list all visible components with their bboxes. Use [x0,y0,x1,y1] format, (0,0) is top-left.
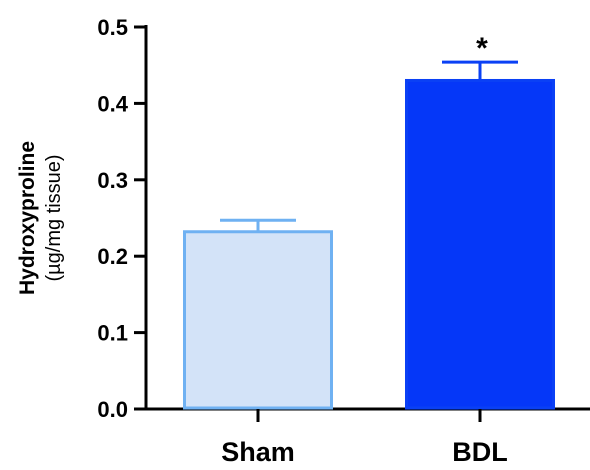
y-tick-label: 0.2 [97,244,128,269]
bar-bdl [405,78,555,410]
y-tick-label: 0.3 [97,168,128,193]
y-axis-title: Hydroxyproline (µg/mg tissue) [16,141,65,295]
y-tick-label: 0.1 [97,321,128,346]
error-bars [220,60,518,232]
y-axis-ticks: 0.0 0.1 0.2 0.3 0.4 0.5 [97,15,146,422]
y-axis-label: Hydroxyproline [16,141,39,295]
significance-marker: * [476,32,488,65]
bars [183,78,555,410]
x-category-label: BDL [452,437,508,467]
annotations: * [476,32,488,65]
bar-sham [183,230,333,410]
y-tick-label: 0.4 [97,91,128,116]
y-tick-label: 0.0 [97,397,128,422]
x-axis-categories: Sham BDL [221,409,508,467]
y-tick-label: 0.5 [97,15,128,40]
y-axis-unit: (µg/mg tissue) [43,154,65,281]
x-category-label: Sham [221,437,295,467]
